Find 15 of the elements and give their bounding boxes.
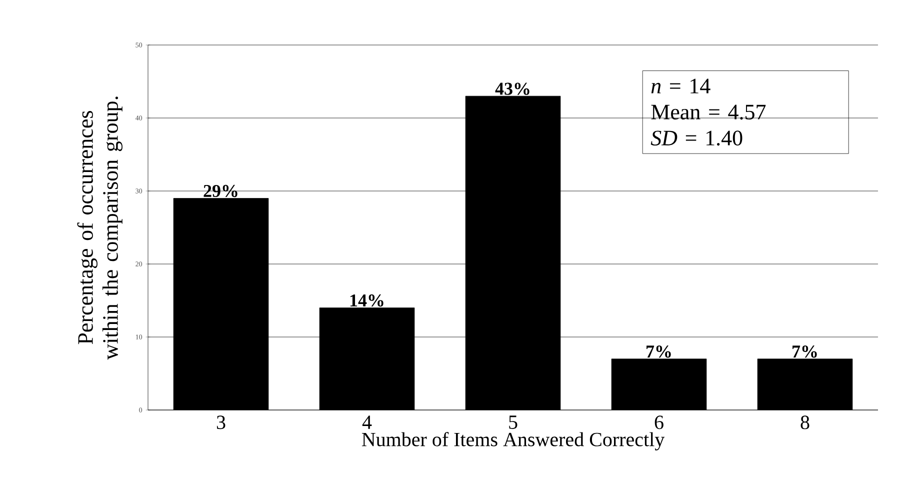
annotation: SD = 1.40 — [650, 130, 742, 146]
x-tick-label: 5 — [509, 416, 518, 429]
data-label: 7% — [646, 345, 671, 358]
y-axis-title: Percentage of occurrences within the comparison group. — [77, 96, 122, 360]
data-label: 43% — [495, 82, 530, 95]
data-label: 7% — [792, 345, 817, 358]
x-tick-label: 3 — [216, 416, 226, 430]
data-label: 14% — [350, 294, 384, 307]
x-tick-label: 4 — [362, 416, 372, 429]
annotation: Mean = 4.57 — [651, 104, 766, 120]
data-label: 29% — [204, 184, 238, 198]
x-axis-title: Number of Items Answered Correctly — [362, 432, 665, 450]
x-tick-label: 6 — [654, 416, 664, 430]
x-tick-label: 8 — [800, 416, 810, 430]
annotation: n = 14 — [651, 78, 710, 94]
